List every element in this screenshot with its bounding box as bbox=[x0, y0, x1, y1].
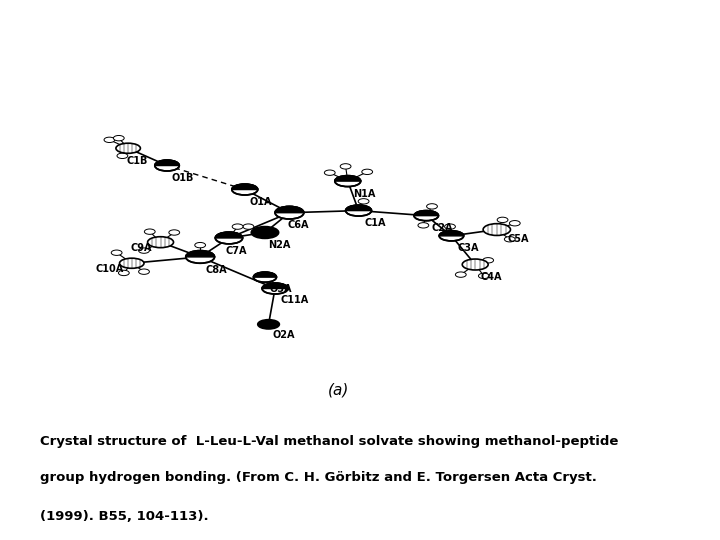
Ellipse shape bbox=[456, 272, 467, 278]
Text: C2A: C2A bbox=[432, 223, 454, 233]
Ellipse shape bbox=[462, 259, 488, 270]
Ellipse shape bbox=[275, 206, 304, 219]
Text: (a): (a) bbox=[328, 382, 349, 397]
Polygon shape bbox=[439, 231, 464, 236]
Ellipse shape bbox=[111, 250, 122, 255]
Ellipse shape bbox=[117, 153, 128, 159]
Ellipse shape bbox=[426, 204, 438, 209]
Ellipse shape bbox=[504, 237, 516, 242]
Ellipse shape bbox=[118, 270, 130, 275]
Ellipse shape bbox=[497, 217, 508, 222]
Text: C3A: C3A bbox=[457, 244, 479, 253]
Text: O3A: O3A bbox=[269, 284, 292, 294]
Ellipse shape bbox=[346, 205, 372, 216]
Polygon shape bbox=[155, 160, 179, 166]
Ellipse shape bbox=[116, 143, 140, 153]
Ellipse shape bbox=[104, 137, 115, 143]
Polygon shape bbox=[414, 211, 438, 215]
Text: C11A: C11A bbox=[281, 295, 309, 305]
Ellipse shape bbox=[215, 232, 243, 244]
Ellipse shape bbox=[120, 258, 144, 268]
Ellipse shape bbox=[144, 229, 156, 234]
Text: C1A: C1A bbox=[364, 218, 386, 228]
Polygon shape bbox=[232, 184, 258, 190]
Ellipse shape bbox=[168, 230, 180, 235]
Text: (1999). B55, 104-113).: (1999). B55, 104-113). bbox=[40, 510, 208, 523]
Ellipse shape bbox=[232, 184, 258, 195]
Ellipse shape bbox=[483, 224, 510, 235]
Ellipse shape bbox=[340, 164, 351, 169]
Ellipse shape bbox=[251, 227, 279, 238]
Text: C5A: C5A bbox=[508, 234, 529, 244]
Text: C7A: C7A bbox=[225, 246, 247, 255]
Text: C6A: C6A bbox=[288, 220, 310, 230]
Ellipse shape bbox=[155, 160, 179, 171]
Polygon shape bbox=[186, 251, 215, 257]
Ellipse shape bbox=[138, 248, 150, 253]
Text: N1A: N1A bbox=[354, 188, 376, 199]
Ellipse shape bbox=[483, 258, 494, 263]
Ellipse shape bbox=[194, 242, 206, 248]
Ellipse shape bbox=[362, 169, 373, 174]
Polygon shape bbox=[262, 283, 288, 288]
Text: Crystal structure of  L-Leu-L-Val methanol solvate showing methanol-peptide: Crystal structure of L-Leu-L-Val methano… bbox=[40, 435, 618, 448]
Ellipse shape bbox=[439, 231, 464, 241]
Ellipse shape bbox=[262, 283, 288, 294]
Text: O1A: O1A bbox=[249, 197, 271, 207]
Ellipse shape bbox=[418, 222, 428, 228]
Text: C10A: C10A bbox=[96, 264, 124, 274]
Text: C1B: C1B bbox=[127, 156, 148, 166]
Ellipse shape bbox=[148, 237, 174, 248]
Ellipse shape bbox=[324, 170, 335, 176]
Polygon shape bbox=[346, 205, 372, 211]
Text: C9A: C9A bbox=[130, 243, 152, 253]
Ellipse shape bbox=[114, 136, 125, 141]
Ellipse shape bbox=[479, 273, 490, 279]
Ellipse shape bbox=[138, 269, 150, 274]
Ellipse shape bbox=[253, 272, 276, 282]
Ellipse shape bbox=[510, 220, 520, 226]
Ellipse shape bbox=[414, 211, 438, 221]
Polygon shape bbox=[253, 272, 276, 277]
Ellipse shape bbox=[243, 224, 253, 230]
Text: O2A: O2A bbox=[273, 330, 295, 340]
Text: N2A: N2A bbox=[269, 240, 291, 250]
Ellipse shape bbox=[258, 320, 279, 329]
Text: C4A: C4A bbox=[481, 272, 503, 282]
Text: C8A: C8A bbox=[206, 265, 228, 274]
Ellipse shape bbox=[186, 251, 215, 263]
Text: group hydrogen bonding. (From C. H. Görbitz and E. Torgersen Acta Cryst.: group hydrogen bonding. (From C. H. Görb… bbox=[40, 471, 596, 484]
Polygon shape bbox=[335, 176, 361, 181]
Text: O1B: O1B bbox=[171, 173, 194, 183]
Ellipse shape bbox=[444, 224, 455, 230]
Ellipse shape bbox=[232, 224, 243, 230]
Ellipse shape bbox=[359, 199, 369, 204]
Polygon shape bbox=[275, 206, 304, 213]
Polygon shape bbox=[215, 232, 243, 238]
Ellipse shape bbox=[335, 176, 361, 187]
